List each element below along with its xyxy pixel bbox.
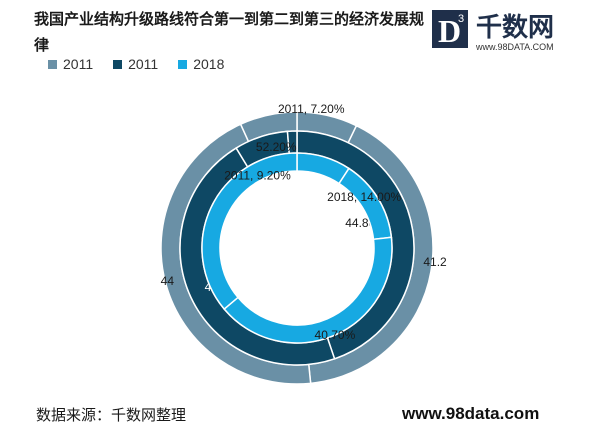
legend-item-2018-inner: 2018 (178, 56, 224, 72)
logo-mark: D (438, 13, 461, 49)
legend-item-2011-outer: 2011 (48, 56, 93, 72)
logo-superscript: 3 (458, 13, 464, 25)
logo-url: www.98DATA.COM (475, 42, 554, 52)
legend-swatch (48, 59, 57, 69)
legend-label: 2018 (193, 56, 225, 72)
outer-ring-label-0: 2011, 7.20% (278, 102, 345, 116)
chart-legend: 2011 2011 2018 (48, 56, 224, 72)
legend-swatch (178, 59, 188, 69)
inner-ring-label-2: 40.70% (315, 328, 356, 342)
inner-ring-label-0: 2011, 9.20% (224, 169, 291, 183)
data-source-note: 数据来源：千数网整理 (36, 406, 187, 424)
legend-item-2011-middle: 2011 (113, 56, 158, 72)
outer-ring-label-1: 41.2 (423, 255, 447, 269)
legend-label: 2011 (128, 56, 159, 72)
chart-title: 我国产业结构升级路线符合第一到第二到第三的经济发展规律 (34, 10, 425, 54)
site-url: www.98data.com (402, 404, 540, 423)
legend-swatch (113, 59, 123, 69)
outer-ring-label-2: 44 (161, 274, 175, 288)
brand-logo: D 3 千数网 www.98DATA.COM (432, 10, 554, 52)
inner-ring-slice-3 (201, 152, 298, 311)
logo-name: 千数网 (476, 13, 554, 43)
inner-ring-label-1: 2018, 14.00% (327, 190, 401, 204)
legend-label: 2011 (63, 56, 94, 72)
middle-ring-label-2: 52.20% (256, 140, 297, 154)
